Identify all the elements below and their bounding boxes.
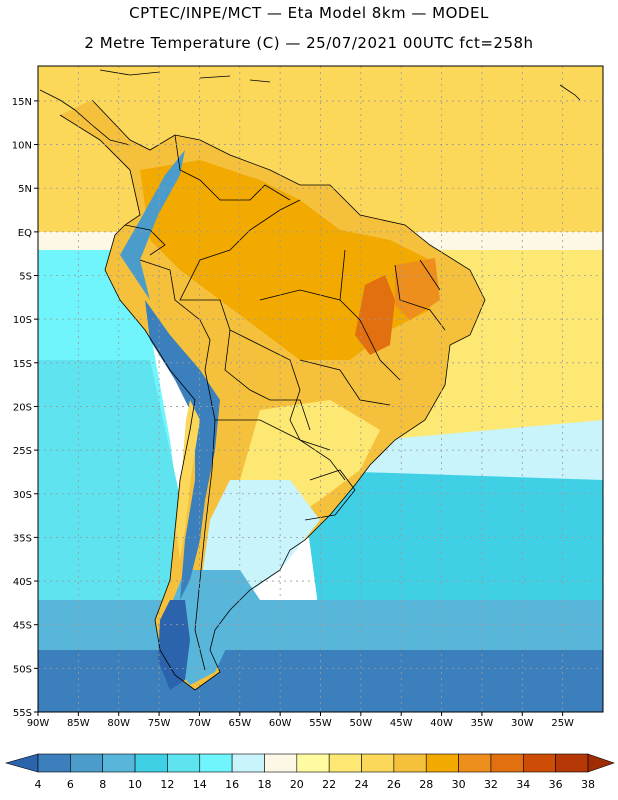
lat-tick-label: 10S [13,315,32,326]
map-gridlines [34,66,603,716]
colorbar-swatch [490,753,524,773]
colorbar-label: 8 [99,778,106,791]
lat-tick-label: 35S [13,533,32,544]
colorbar-swatch [37,753,71,773]
border-brazil-west [179,199,331,451]
colorbar-swatch [134,753,168,773]
lat-tick-label: 55S [13,708,32,719]
colorbar-label: 26 [387,778,401,791]
border-brazil-states [259,249,446,406]
lon-tick-label: 85W [67,718,90,729]
colorbar-swatch [296,753,330,773]
ocean-pacific-mid [38,360,185,640]
colorbar-swatch [70,753,104,773]
colorbar-swatch [102,753,136,773]
andes-south [158,600,190,690]
andes-central [145,300,220,600]
lon-tick-label: 35W [471,718,494,729]
colorbar-label: 22 [322,778,336,791]
lon-tick-label: 45W [390,718,413,729]
latitude-labels: 15N 10N 5N EQ 5S 10S 15S 20S 25S 30S 35S 40S 45S 50S 5… [12,97,32,719]
chart-title-line2: 2 Metre Temperature (C) — 25/07/2021 00U… [84,34,534,52]
lat-tick-label: 20S [13,402,32,413]
colorbar-label: 20 [290,778,304,791]
colorbar-low-arrow [4,753,39,773]
lat-tick-label: 5S [19,272,32,283]
colorbar-swatch [393,753,427,773]
border-bolivia-paraguay [224,329,311,431]
longitude-labels: 90W 85W 80W 75W 70W 65W 60W 55W 50W 45W 40W 35W 30W 2… [27,718,574,729]
colorbar-swatch [522,753,556,773]
lon-tick-label: 50W [350,718,373,729]
lon-tick-label: 25W [551,718,574,729]
lon-tick-label: 90W [27,718,50,729]
colorbar-swatch [555,753,589,773]
colorbar-swatch [199,753,233,773]
chart-title-line1: CPTEC/INPE/MCT — Eta Model 8km — MODEL [129,4,489,22]
border-colombia-ecuador [124,224,166,256]
colorbar: 4 6 8 10 12 14 16 18 20 22 24 26 28 30 32 34 36 38 [4,753,615,791]
colorbar-swatch [328,753,362,773]
colorbar-label: 32 [484,778,498,791]
colorbar-label: 16 [225,778,239,791]
lat-tick-label: 5N [18,184,32,195]
colorbar-label: 34 [516,778,530,791]
ocean-east-cool [360,420,603,490]
colorbar-label: 6 [67,778,74,791]
ocean-south-atlantic [300,470,603,620]
colorbar-swatch [458,753,492,773]
lat-tick-label: 30S [13,490,32,501]
colorbar-high-arrow [587,753,615,773]
colorbar-swatch [425,753,459,773]
map-field [38,66,603,712]
lon-tick-label: 40W [430,718,453,729]
border-argentina-north [215,419,346,481]
lat-tick-label: 15S [13,359,32,370]
border-venezuela-colombia [174,134,291,201]
lat-tick-label: 50S [13,664,32,675]
colorbar-label: 36 [549,778,563,791]
colorbar-label: 4 [35,778,42,791]
border-central-america [39,89,131,146]
border-caribbean-islands [99,69,581,101]
colorbar-label: 28 [419,778,433,791]
colorbar-boxes [4,753,615,773]
land-north-hot [140,160,430,360]
lat-tick-label: EQ [18,228,32,239]
colorbar-label: 38 [581,778,595,791]
lon-tick-label: 80W [107,718,130,729]
land-patagonia [165,570,260,685]
colorbar-swatch [231,753,265,773]
lat-tick-label: 15N [12,97,32,108]
colorbar-label: 24 [355,778,369,791]
lon-tick-label: 75W [148,718,171,729]
andes-north [120,150,185,300]
lat-tick-label: 25S [13,446,32,457]
border-uruguay [304,469,356,521]
map-figure: 15N 10N 5N EQ 5S 10S 15S 20S 25S 30S 35S 40S 45S 50S 5… [12,65,604,729]
colorbar-swatch [361,753,395,773]
chile-coast-warm [176,400,200,560]
colorbar-label: 10 [128,778,142,791]
colorbar-label: 30 [452,778,466,791]
lon-tick-label: 60W [269,718,292,729]
colorbar-label: 18 [257,778,271,791]
lon-tick-label: 30W [511,718,534,729]
lat-tick-label: 10N [12,141,32,152]
colorbar-label: 14 [193,778,207,791]
lat-tick-label: 40S [13,577,32,588]
colorbar-label: 12 [160,778,174,791]
border-peru-bolivia [139,259,211,371]
colorbar-swatch [264,753,298,773]
border-coastline [59,99,486,691]
land-interior-hottest [355,275,395,355]
colorbar-labels: 4 6 8 10 12 14 16 18 20 22 24 26 28 30 32 34 36 38 [35,778,596,791]
lat-tick-label: 45S [13,621,32,632]
political-borders [39,69,581,691]
colorbar-swatch [167,753,201,773]
map-frame [37,65,604,713]
lon-tick-label: 70W [188,718,211,729]
lon-tick-label: 65W [228,718,251,729]
lon-tick-label: 55W [309,718,332,729]
